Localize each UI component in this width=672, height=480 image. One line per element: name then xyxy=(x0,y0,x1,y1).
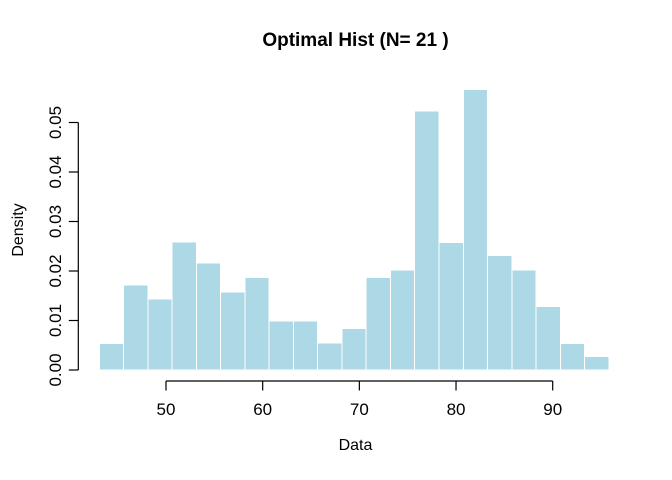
histogram-bar-5 xyxy=(195,262,222,371)
x-axis-label: Data xyxy=(338,437,373,454)
x-tick-label-70: 70 xyxy=(350,400,369,419)
histogram-bar-7 xyxy=(244,276,270,371)
x-tick-label-50: 50 xyxy=(157,400,176,419)
y-axis-label: Density xyxy=(10,203,27,257)
histogram-bar-11 xyxy=(341,327,367,371)
histogram-bar-20 xyxy=(559,342,586,371)
chart-title: Optimal Hist (N= 21 ) xyxy=(262,30,449,51)
histogram-bar-14 xyxy=(414,110,440,371)
x-tick-label-80: 80 xyxy=(447,400,466,419)
y-tick-label-0.04: 0.04 xyxy=(46,155,65,188)
histogram-bar-9 xyxy=(292,320,319,371)
histogram-bar-8 xyxy=(268,320,295,371)
y-tick-label-0.03: 0.03 xyxy=(46,205,65,238)
histogram-bar-3 xyxy=(147,298,173,371)
histogram-bar-21 xyxy=(584,356,610,371)
histogram-bar-13 xyxy=(390,269,416,371)
histogram-bar-17 xyxy=(487,255,513,371)
histogram-bar-16 xyxy=(462,88,489,371)
histogram-bar-12 xyxy=(365,276,392,371)
x-tick-label-90: 90 xyxy=(543,400,562,419)
x-tick-label-60: 60 xyxy=(253,400,272,419)
y-tick-label-0.00: 0.00 xyxy=(46,353,65,386)
histogram-bar-10 xyxy=(317,342,343,371)
y-tick-label-0.05: 0.05 xyxy=(46,106,65,139)
histogram-bar-15 xyxy=(438,241,464,371)
histogram-bar-19 xyxy=(535,306,561,371)
y-tick-label-0.02: 0.02 xyxy=(46,254,65,287)
histogram-bar-18 xyxy=(511,269,537,371)
histogram-bar-6 xyxy=(220,291,246,371)
histogram-bar-4 xyxy=(171,241,197,371)
histogram-bar-2 xyxy=(123,284,149,371)
histogram-bar-1 xyxy=(98,342,125,371)
y-tick-label-0.01: 0.01 xyxy=(46,304,65,337)
